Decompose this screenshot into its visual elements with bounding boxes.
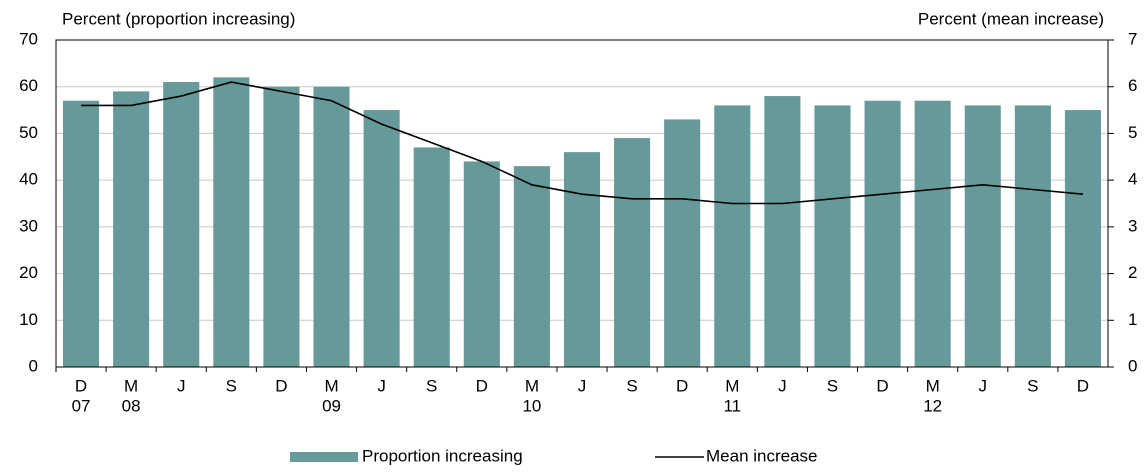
x-tick-label: D xyxy=(1077,376,1089,395)
y2-tick-label: 5 xyxy=(1128,123,1137,142)
x-tick-label: S xyxy=(226,376,237,395)
x-tick-label: D xyxy=(676,376,688,395)
x-tick-label: S xyxy=(626,376,637,395)
bar xyxy=(363,110,400,368)
x-tick-label: M xyxy=(725,376,739,395)
y2-tick-label: 3 xyxy=(1128,216,1137,235)
x-tick-year: 09 xyxy=(322,396,341,415)
y2-tick-label: 0 xyxy=(1128,356,1137,375)
y-tick-label: 70 xyxy=(19,29,38,48)
bar xyxy=(163,82,200,368)
y2-tick-label: 1 xyxy=(1128,310,1137,329)
bar xyxy=(964,105,1001,368)
x-tick-label: J xyxy=(177,376,186,395)
y2-tick-label: 7 xyxy=(1128,29,1137,48)
legend-label: Mean increase xyxy=(706,446,818,465)
x-tick-year: 12 xyxy=(923,396,942,415)
plot-frame xyxy=(55,39,1109,368)
legend-label: Proportion increasing xyxy=(362,446,523,465)
bar xyxy=(113,91,150,367)
y-axis-title: Percent (proportion increasing) xyxy=(62,9,295,28)
y2-tick-label: 6 xyxy=(1128,76,1137,95)
bar xyxy=(563,152,601,367)
x-tick-label: M xyxy=(926,376,940,395)
bar xyxy=(1014,105,1051,368)
x-tick-label: D xyxy=(476,376,488,395)
line xyxy=(81,81,1084,205)
bar xyxy=(463,161,500,367)
x-tick-label: D xyxy=(275,376,287,395)
x-tick-label: J xyxy=(578,376,587,395)
bar xyxy=(313,86,350,367)
y-tick-label: 20 xyxy=(19,263,38,282)
y-tick-label: 0 xyxy=(29,356,38,375)
y-tick-label: 60 xyxy=(19,76,38,95)
x-tick-label: J xyxy=(377,376,386,395)
bar xyxy=(413,147,450,367)
bar xyxy=(614,138,651,367)
bar xyxy=(664,119,701,368)
x-tick-year: 10 xyxy=(522,396,541,415)
bar xyxy=(814,105,851,368)
y-tick-label: 30 xyxy=(19,216,38,235)
y-tick-label: 40 xyxy=(19,170,38,189)
bar xyxy=(63,100,100,367)
x-tick-label: M xyxy=(124,376,138,395)
bar xyxy=(213,77,250,367)
x-tick-year: 11 xyxy=(723,396,741,415)
bar xyxy=(864,100,901,367)
y-tick-label: 10 xyxy=(19,310,38,329)
y2-tick-label: 4 xyxy=(1128,170,1137,189)
x-tick-label: D xyxy=(876,376,888,395)
y2-axis-title: Percent (mean increase) xyxy=(918,9,1104,28)
bar xyxy=(914,100,951,367)
x-tick-label: M xyxy=(324,376,338,395)
x-tick-label: S xyxy=(426,376,437,395)
x-tick-label: D xyxy=(75,376,87,395)
bar xyxy=(263,86,300,367)
bar xyxy=(513,166,550,367)
bar xyxy=(764,96,801,368)
x-tick-label: J xyxy=(778,376,787,395)
x-tick-year: 07 xyxy=(72,396,91,415)
y-tick-label: 50 xyxy=(19,123,38,142)
legend-swatch xyxy=(290,452,358,462)
bar xyxy=(1064,110,1101,368)
x-tick-label: M xyxy=(525,376,539,395)
bar xyxy=(714,105,751,368)
x-tick-label: S xyxy=(1027,376,1038,395)
x-tick-label: J xyxy=(979,376,988,395)
x-tick-label: S xyxy=(827,376,838,395)
x-tick-year: 08 xyxy=(122,396,141,415)
y2-tick-label: 2 xyxy=(1128,263,1137,282)
